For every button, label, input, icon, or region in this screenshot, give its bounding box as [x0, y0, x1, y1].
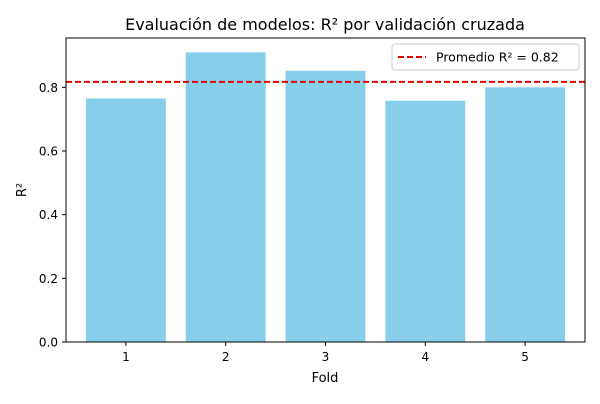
- x-axis-ticks: 1 2 3 4 5: [122, 342, 529, 364]
- legend-box: [391, 43, 580, 71]
- y-axis-label: R²: [15, 183, 30, 197]
- chart-title: Evaluación de modelos: R² por validación…: [125, 15, 525, 34]
- y-tick-label: 0.8: [39, 81, 58, 95]
- bar-fold-3: [285, 70, 366, 342]
- bar-fold-5: [485, 87, 566, 342]
- legend: Promedio R² = 0.82: [391, 43, 580, 71]
- x-tick-label: 2: [222, 350, 230, 364]
- bar-fold-2: [185, 52, 266, 342]
- x-axis-label: Fold: [312, 371, 339, 386]
- x-tick-label: 5: [521, 350, 529, 364]
- x-tick-label: 1: [122, 350, 130, 364]
- legend-label: Promedio R² = 0.82: [436, 50, 559, 65]
- bar-fold-1: [85, 98, 166, 342]
- plot-frame: [65, 37, 586, 343]
- x-tick-label: 3: [322, 350, 330, 364]
- y-tick-label: 0.6: [39, 145, 58, 159]
- y-tick-label: 0.4: [39, 208, 58, 222]
- x-tick-label: 4: [421, 350, 429, 364]
- bars-layer: [85, 52, 566, 342]
- y-axis-ticks: 0.0 0.2 0.4 0.6 0.8: [39, 81, 66, 350]
- y-tick-label: 0.0: [39, 336, 58, 350]
- y-tick-label: 0.2: [39, 272, 58, 286]
- bar-fold-4: [385, 100, 466, 342]
